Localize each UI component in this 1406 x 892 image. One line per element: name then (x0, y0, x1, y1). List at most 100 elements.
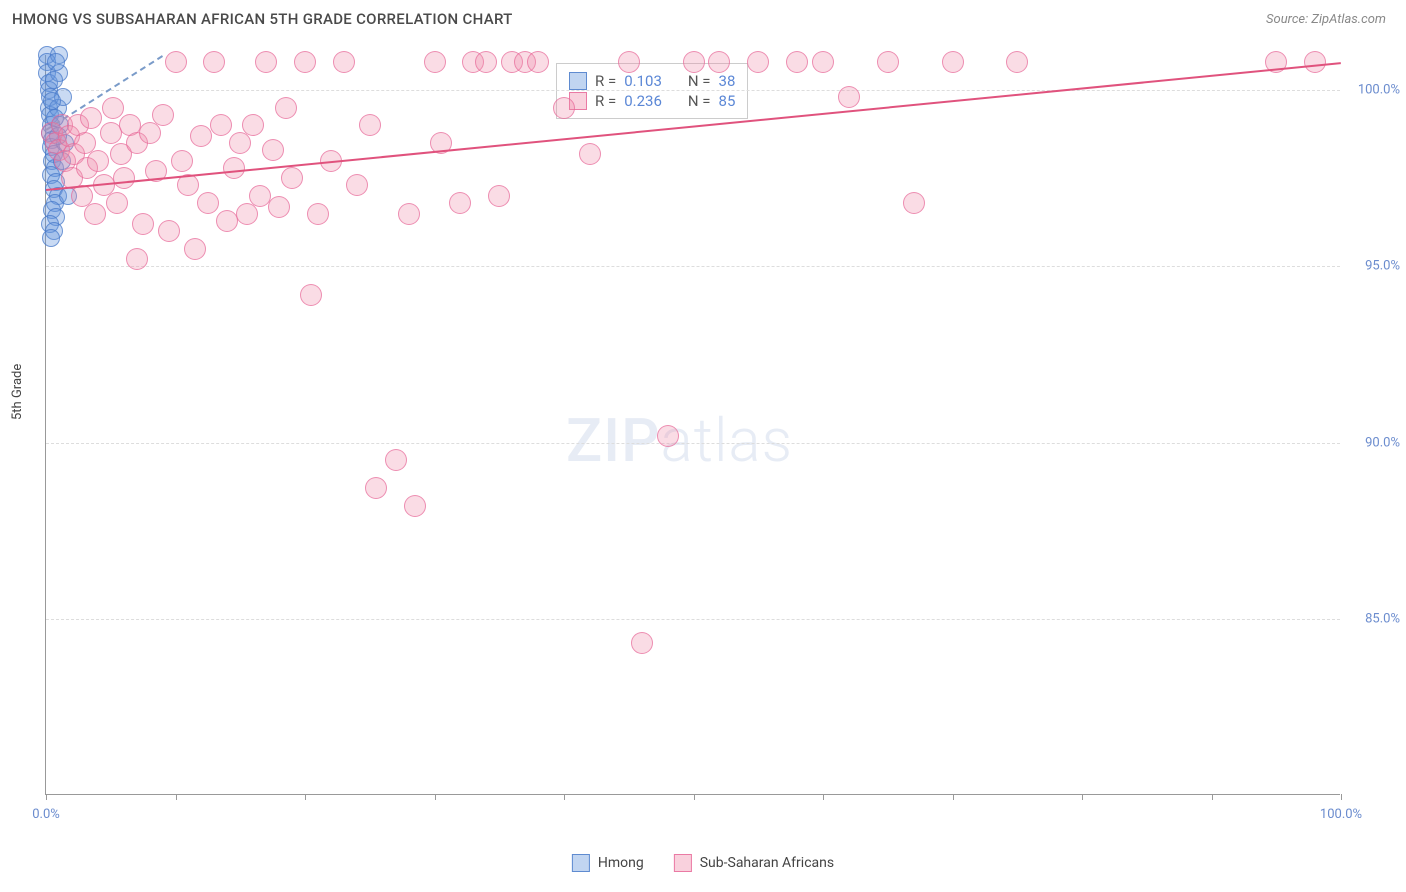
data-point (300, 284, 322, 306)
title-bar: HMONG VS SUBSAHARAN AFRICAN 5TH GRADE CO… (0, 0, 1406, 38)
data-point (631, 632, 653, 654)
legend-swatch (572, 854, 590, 872)
data-point (190, 125, 212, 147)
watermark: ZIPatlas (566, 405, 793, 476)
data-point (877, 51, 899, 73)
data-point (1006, 51, 1028, 73)
r-label: R = (595, 72, 616, 90)
data-point (242, 114, 264, 136)
data-point (424, 51, 446, 73)
data-point (281, 167, 303, 189)
data-point (449, 192, 471, 214)
data-point (579, 143, 601, 165)
data-point (197, 192, 219, 214)
y-tick-label: 95.0% (1365, 259, 1400, 274)
x-tick (694, 794, 695, 800)
r-value: 0.236 (624, 92, 662, 110)
data-point (223, 157, 245, 179)
legend-swatch (674, 854, 692, 872)
y-axis-label: 5th Grade (10, 364, 25, 420)
data-point (126, 248, 148, 270)
x-tick (1341, 794, 1342, 800)
data-point (102, 97, 124, 119)
data-point (113, 167, 135, 189)
data-point (346, 174, 368, 196)
data-point (708, 51, 730, 73)
legend-swatch (569, 72, 587, 90)
x-tick (953, 794, 954, 800)
x-tick (564, 794, 565, 800)
grid-line (46, 443, 1340, 444)
data-point (333, 51, 355, 73)
data-point (268, 196, 290, 218)
data-point (43, 92, 61, 110)
data-point (84, 203, 106, 225)
data-point (307, 203, 329, 225)
data-point (42, 229, 60, 247)
data-point (838, 86, 860, 108)
n-label: N = (688, 72, 711, 90)
data-point (657, 425, 679, 447)
x-tick (1212, 794, 1213, 800)
x-tick (305, 794, 306, 800)
r-label: R = (595, 92, 616, 110)
x-tick-label: 100.0% (1320, 807, 1362, 822)
x-tick-label: 0.0% (32, 807, 60, 822)
legend-label: Hmong (598, 855, 644, 871)
chart-title: HMONG VS SUBSAHARAN AFRICAN 5TH GRADE CO… (12, 10, 513, 28)
bottom-legend-item: Sub-Saharan Africans (674, 854, 834, 872)
data-point (527, 51, 549, 73)
data-point (132, 213, 154, 235)
n-value: 38 (719, 72, 736, 90)
source-attribution: Source: ZipAtlas.com (1266, 12, 1386, 27)
legend-row: R = 0.103 N = 38 (569, 72, 735, 90)
y-tick-label: 90.0% (1365, 435, 1400, 450)
x-tick (46, 794, 47, 800)
data-point (1304, 51, 1326, 73)
data-point (152, 104, 174, 126)
data-point (45, 71, 63, 89)
legend-label: Sub-Saharan Africans (700, 855, 834, 871)
data-point (475, 51, 497, 73)
bottom-legend-item: Hmong (572, 854, 644, 872)
data-point (203, 51, 225, 73)
data-point (683, 51, 705, 73)
data-point (618, 51, 640, 73)
data-point (812, 51, 834, 73)
n-value: 85 (719, 92, 736, 110)
grid-line (46, 90, 1340, 91)
data-point (365, 477, 387, 499)
data-point (747, 51, 769, 73)
data-point (106, 192, 128, 214)
data-point (158, 220, 180, 242)
data-point (942, 51, 964, 73)
data-point (184, 238, 206, 260)
x-tick (1082, 794, 1083, 800)
data-point (398, 203, 420, 225)
data-point (488, 185, 510, 207)
data-point (404, 495, 426, 517)
x-tick (823, 794, 824, 800)
n-label: N = (688, 92, 711, 110)
y-tick-label: 100.0% (1358, 83, 1400, 98)
x-tick (176, 794, 177, 800)
data-point (210, 114, 232, 136)
data-point (275, 97, 297, 119)
data-point (786, 51, 808, 73)
r-value: 0.103 (624, 72, 662, 90)
data-point (385, 449, 407, 471)
grid-line (46, 266, 1340, 267)
data-point (262, 139, 284, 161)
legend-row: R = 0.236 N = 85 (569, 92, 735, 110)
data-point (359, 114, 381, 136)
data-point (553, 97, 575, 119)
y-tick-label: 85.0% (1365, 611, 1400, 626)
data-point (47, 53, 65, 71)
data-point (294, 51, 316, 73)
data-point (171, 150, 193, 172)
data-point (255, 51, 277, 73)
data-point (80, 107, 102, 129)
data-point (165, 51, 187, 73)
scatter-chart: ZIPatlas R =0.103N =38R =0.236N =85 85.0… (45, 55, 1340, 795)
x-tick (435, 794, 436, 800)
